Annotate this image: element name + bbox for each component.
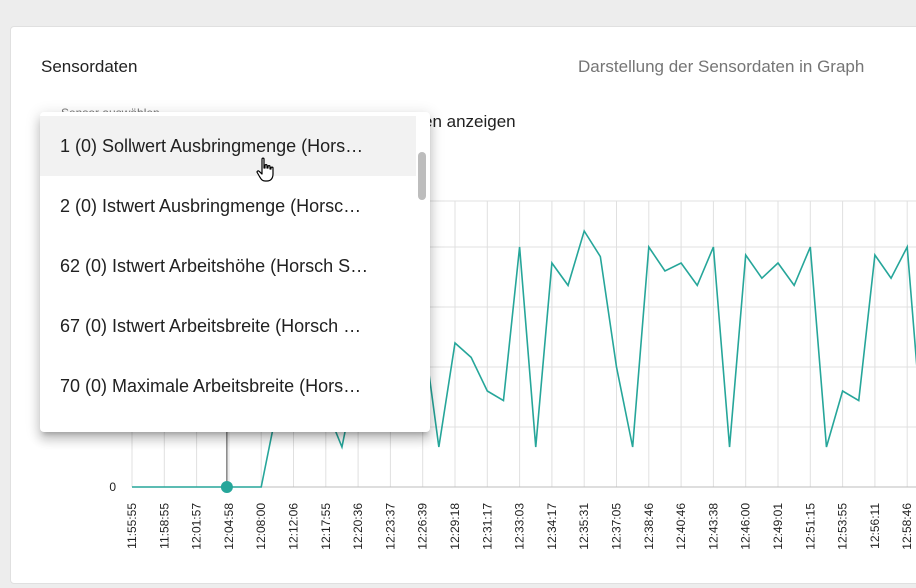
x-tick-label: 12:38:46 [642, 503, 656, 550]
card-title: Sensordaten [41, 57, 138, 76]
x-tick-label: 12:49:01 [771, 503, 785, 550]
x-tick-label: 11:58:55 [157, 503, 171, 549]
menu-item-sensor-67[interactable]: 67 (0) Istwert Arbeitsbreite (Horsch … [60, 316, 362, 336]
toggle-label[interactable]: en anzeigen [423, 112, 516, 131]
x-tick-label: 12:33:03 [513, 503, 527, 550]
menu-item-sensor-62[interactable]: 62 (0) Istwert Arbeitshöhe (Horsch S… [60, 256, 369, 276]
x-tick-label: 12:08:00 [254, 503, 268, 550]
x-tick-label: 12:01:57 [190, 503, 204, 550]
x-tick-label: 12:40:46 [674, 503, 688, 550]
menu-item-sensor-2[interactable]: 2 (0) Istwert Ausbringmenge (Horsc… [60, 196, 362, 216]
x-tick-label: 12:56:11 [868, 503, 882, 549]
x-tick-label: 12:46:00 [739, 503, 753, 550]
x-tick-label: 12:43:38 [706, 503, 720, 550]
x-tick-label: 12:37:05 [610, 503, 624, 550]
data-point-marker [220, 481, 233, 493]
x-tick-label: 12:29:18 [448, 503, 462, 550]
menu-scrollbar[interactable] [418, 152, 426, 200]
hand-pointer-icon [256, 157, 274, 182]
x-tick-label: 12:23:37 [383, 503, 397, 550]
x-tick-label: 12:31:17 [480, 503, 494, 550]
x-tick-label: 12:26:39 [416, 503, 430, 550]
x-tick-label: 12:53:55 [836, 503, 850, 550]
menu-item-sensor-1[interactable]: 1 (0) Sollwert Ausbringmenge (Hors… [40, 116, 416, 176]
x-tick-label: 12:04:58 [222, 503, 236, 550]
menu-item-sensor-70[interactable]: 70 (0) Maximale Arbeitsbreite (Hors… [60, 376, 362, 396]
x-tick-label: 12:35:31 [577, 503, 591, 550]
x-tick-label: 12:34:17 [545, 503, 559, 550]
x-tick-label: 12:58:46 [900, 503, 914, 550]
x-tick-label: 12:51:15 [803, 503, 817, 550]
x-tick-label: 12:17:55 [319, 503, 333, 550]
x-tick-label: 11:55:55 [125, 503, 139, 549]
x-tick-label: 12:12:06 [287, 503, 301, 550]
card-subtitle: Darstellung der Sensordaten in Graph [578, 57, 865, 76]
y-tick-label: 0 [109, 480, 116, 494]
x-tick-label: 12:20:36 [351, 503, 365, 550]
sensor-dropdown-menu[interactable]: 1 (0) Sollwert Ausbringmenge (Hors… 2 (0… [40, 112, 430, 432]
